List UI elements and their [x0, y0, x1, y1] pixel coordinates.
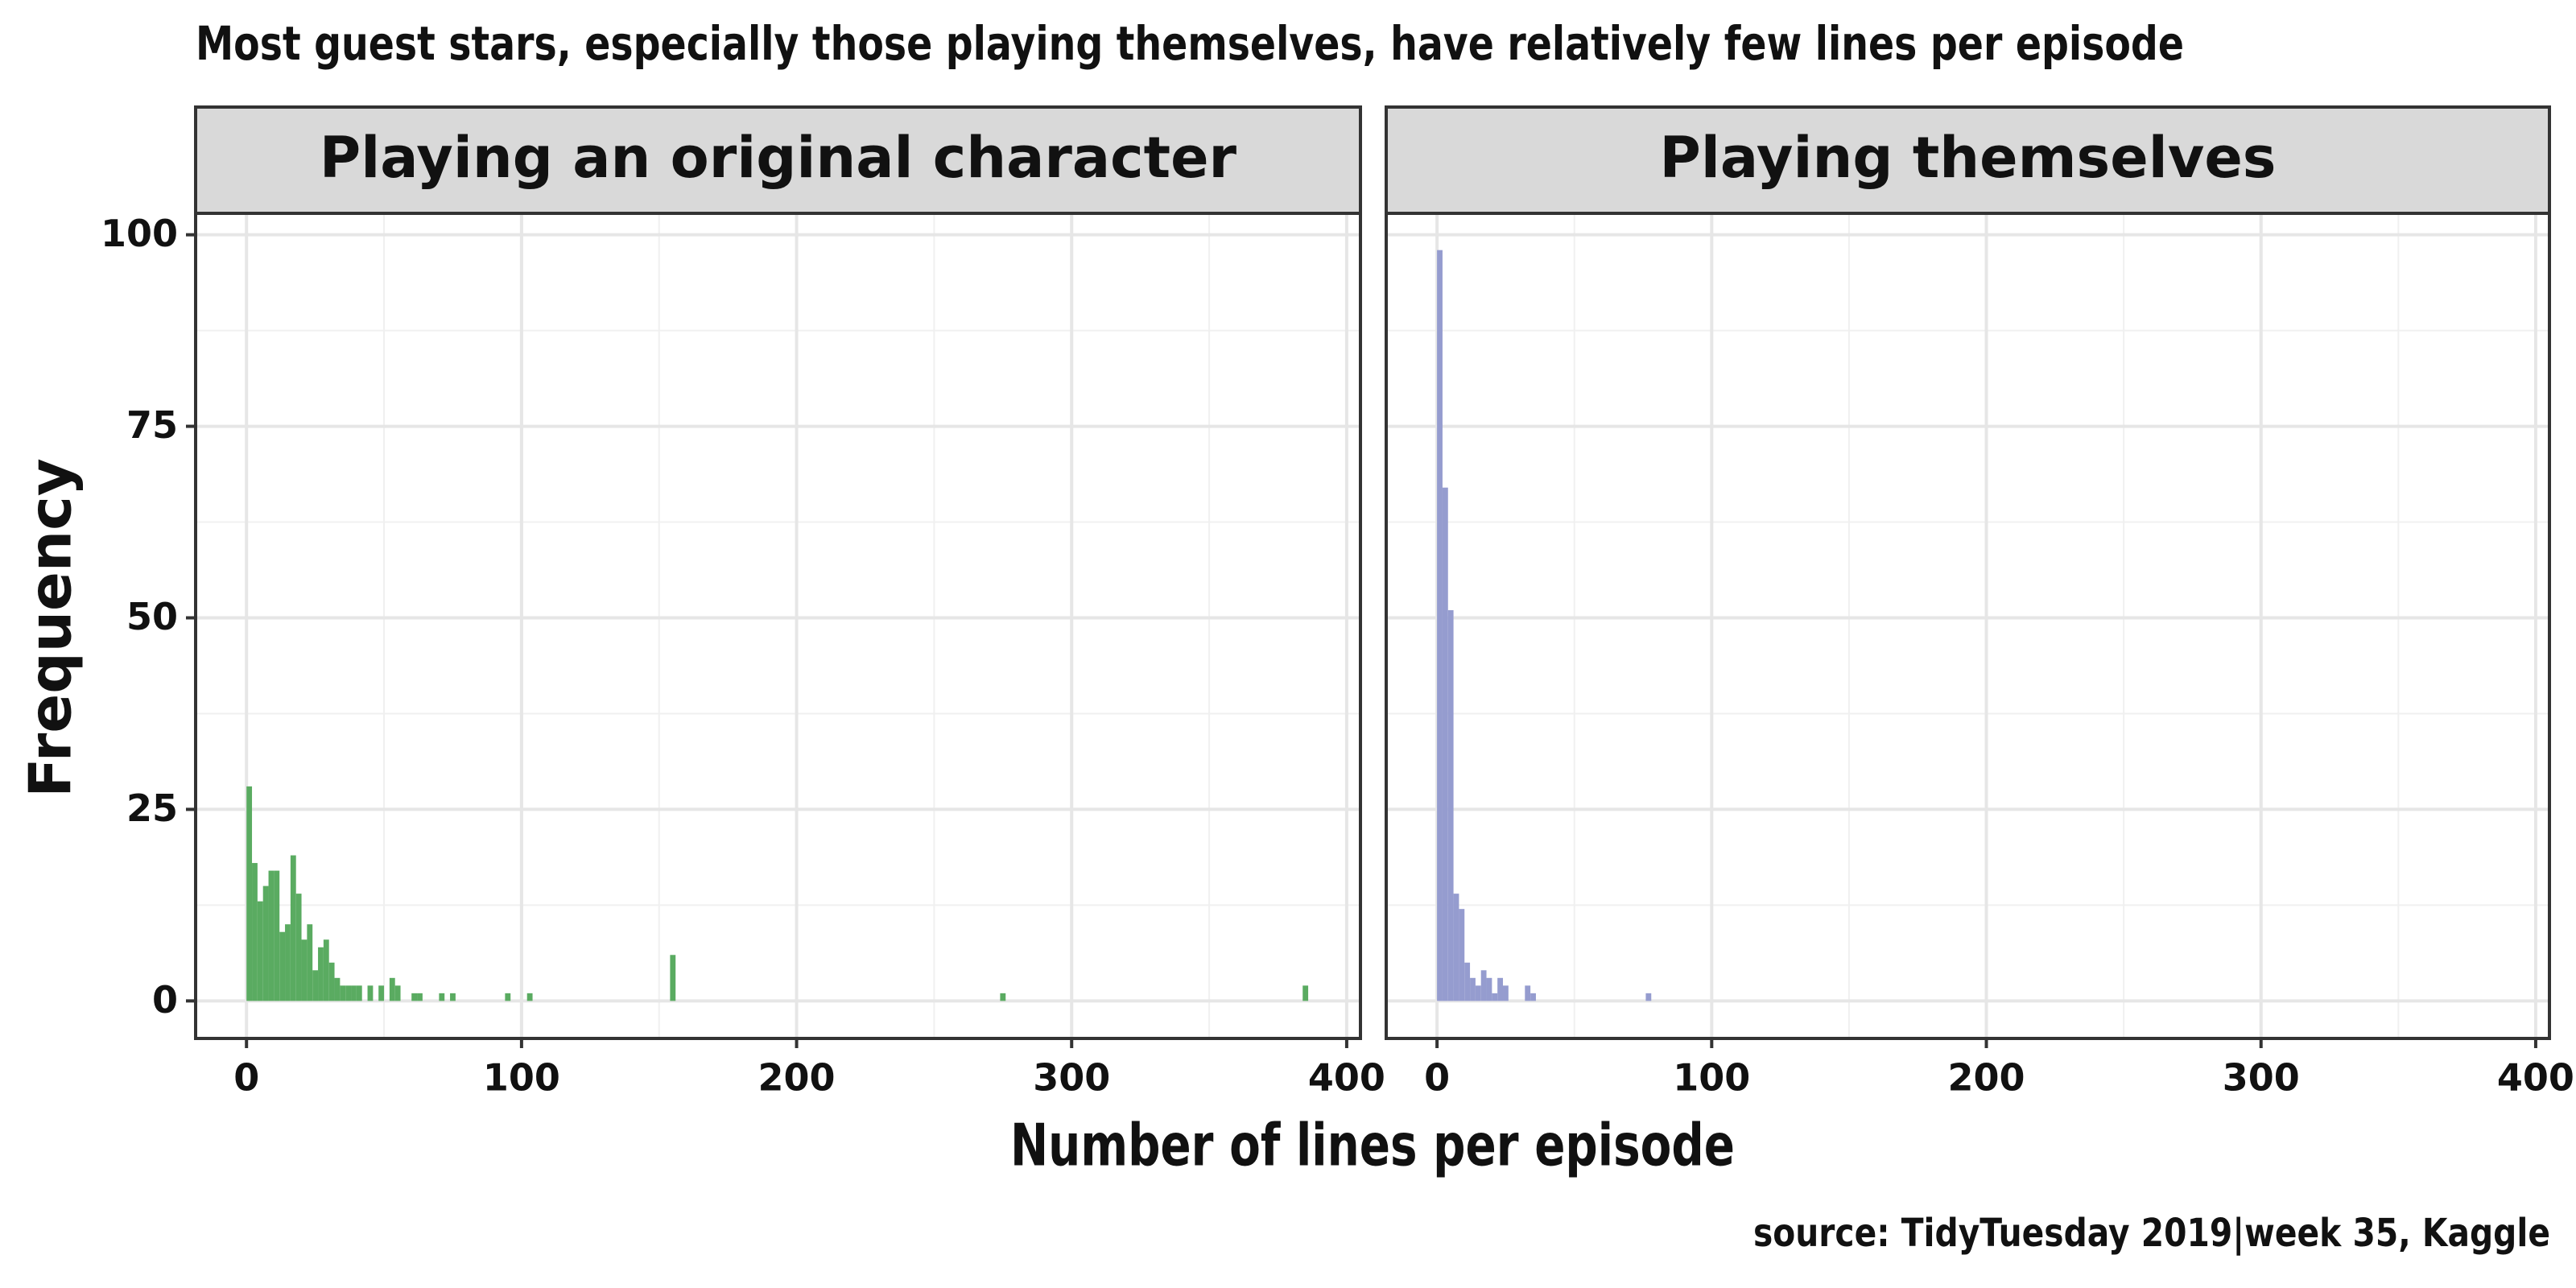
y-tick-label: 50 — [126, 595, 178, 638]
bar — [295, 894, 302, 1001]
x-tick-label: 100 — [1673, 1056, 1750, 1100]
bar — [328, 962, 335, 1001]
caption: source: TidyTuesday 2019|week 35, Kaggle — [1753, 1211, 2550, 1256]
bar — [340, 985, 346, 1001]
x-tick-label: 0 — [1424, 1056, 1450, 1100]
x-tick-label: 200 — [1948, 1056, 2025, 1100]
bar — [1492, 993, 1498, 1001]
x-tick-label: 400 — [1308, 1056, 1385, 1100]
x-tick-label: 400 — [2497, 1056, 2574, 1100]
bar — [1000, 993, 1006, 1001]
panel-border — [1385, 212, 2551, 1040]
bar — [1442, 487, 1448, 1001]
bar — [1486, 977, 1492, 1001]
x-tick-label: 100 — [483, 1056, 560, 1100]
bar — [394, 985, 401, 1001]
x-tick-label: 300 — [2223, 1056, 2300, 1100]
panel-border — [194, 212, 1362, 1040]
bar — [411, 993, 418, 1001]
bar — [1497, 977, 1504, 1001]
bar — [378, 985, 385, 1001]
y-tick-label: 75 — [126, 403, 178, 447]
bar — [307, 924, 313, 1001]
bar — [356, 985, 362, 1001]
bar — [274, 870, 280, 1001]
bar — [1464, 962, 1471, 1001]
bar — [312, 970, 319, 1001]
bar — [1437, 250, 1443, 1001]
bar — [334, 977, 341, 1001]
strip — [194, 105, 1362, 215]
bar — [1480, 970, 1487, 1001]
bar — [1503, 985, 1509, 1001]
bar — [1447, 609, 1454, 1001]
bar — [439, 993, 445, 1001]
bar — [526, 993, 533, 1001]
bar — [268, 870, 275, 1001]
x-tick-label: 200 — [758, 1056, 836, 1100]
bar — [670, 955, 676, 1001]
bar — [1470, 977, 1476, 1001]
bar — [318, 947, 324, 1001]
bar — [505, 993, 511, 1001]
bar — [1475, 985, 1481, 1001]
bar — [246, 786, 253, 1001]
bar — [1645, 993, 1652, 1001]
y-tick-label: 0 — [152, 978, 178, 1022]
y-tick-label: 100 — [101, 212, 178, 255]
bar — [252, 863, 258, 1001]
bar — [1530, 993, 1536, 1001]
bar — [1525, 985, 1531, 1001]
bar — [367, 985, 374, 1001]
bar — [1459, 909, 1465, 1001]
bar — [450, 993, 456, 1001]
bar — [262, 886, 269, 1001]
bar — [301, 939, 308, 1001]
x-axis-label: Number of lines per episode — [1010, 1112, 1735, 1179]
bar — [417, 993, 423, 1001]
panel-title: Playing themselves — [1660, 125, 2277, 191]
bar — [257, 901, 263, 1001]
x-tick-label: 300 — [1033, 1056, 1110, 1100]
y-tick-label: 25 — [126, 786, 178, 830]
bar — [345, 985, 352, 1001]
bar — [323, 939, 329, 1001]
x-tick-label: 0 — [233, 1056, 259, 1100]
bar — [1302, 985, 1309, 1001]
bar — [279, 931, 286, 1001]
y-axis-label: Frequency — [17, 458, 85, 797]
chart-title: Most guest stars, especially those playi… — [196, 16, 2184, 71]
bar — [285, 924, 291, 1001]
bar — [290, 855, 296, 1001]
panel-title: Playing an original character — [320, 125, 1237, 191]
bar — [389, 977, 395, 1001]
bar — [1453, 894, 1459, 1001]
bar — [351, 985, 357, 1001]
